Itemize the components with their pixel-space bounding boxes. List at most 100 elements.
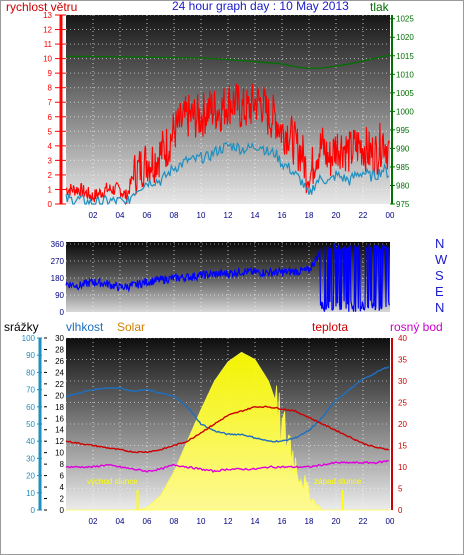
- x-tick-label: 06: [143, 517, 152, 526]
- temperature-tick-label: 25: [398, 399, 407, 408]
- humidity-line: [65, 365, 390, 443]
- rain-tick-label: 10: [26, 489, 35, 498]
- solar-area: [66, 351, 390, 511]
- humidity-axis-label: vlhkost: [66, 320, 104, 334]
- temperature-tick-label: 15: [398, 442, 407, 451]
- rain-tick-label: 0: [31, 506, 36, 515]
- x-tick-label: 02: [89, 517, 98, 526]
- temperature-axis-label: teplota: [312, 320, 348, 334]
- wind-tick-label: 3: [48, 156, 53, 165]
- humidity-tick-label: 0: [60, 506, 65, 515]
- wind-direction-line: [65, 242, 390, 312]
- wind-tick-label: 1: [48, 185, 53, 194]
- sunrise-annotation: východ slunce: [87, 477, 138, 486]
- dewpoint-line: [65, 459, 389, 473]
- x-tick-label: 18: [305, 211, 314, 220]
- x-tick-label: 02: [89, 211, 98, 220]
- rain-tick-label: 40: [26, 437, 35, 446]
- humidity-tick-label: 8: [60, 460, 65, 469]
- rain-tick-label: 20: [26, 472, 35, 481]
- humidity-tick-label: 10: [55, 449, 64, 458]
- wind-tick-label: 8: [48, 84, 53, 93]
- compass-label: S: [435, 268, 444, 283]
- wind-tick-label: 13: [43, 11, 52, 20]
- x-tick-label: 16: [278, 517, 287, 526]
- pressure-tick-label: 985: [396, 163, 410, 172]
- humidity-tick-label: 16: [55, 414, 64, 423]
- humidity-tick-label: 6: [60, 472, 65, 481]
- humidity-tick-label: 4: [60, 483, 65, 492]
- x-tick-label: 06: [143, 211, 152, 220]
- x-tick-label: 00: [386, 211, 395, 220]
- humidity-tick-label: 2: [60, 495, 65, 504]
- wind-tick-label: 4: [48, 142, 53, 151]
- solar-label: Solar: [117, 320, 145, 334]
- x-tick-label: 16: [278, 211, 287, 220]
- compass-label: N: [435, 236, 444, 251]
- humidity-tick-label: 26: [55, 357, 64, 366]
- pressure-axis-label: tlak: [370, 0, 390, 14]
- x-tick-label: 08: [170, 517, 179, 526]
- sunset-annotation: západ slunce: [314, 477, 362, 486]
- temperature-line: [65, 405, 390, 454]
- rain-tick-label: 90: [26, 351, 35, 360]
- x-tick-label: 04: [116, 517, 125, 526]
- x-tick-label: 00: [386, 517, 395, 526]
- rain-tick-label: 50: [26, 420, 35, 429]
- temperature-tick-label: 0: [398, 506, 403, 515]
- wind-speed-line: [65, 83, 390, 204]
- wind-tick-label: 12: [43, 26, 52, 35]
- direction-tick-label: 180: [51, 274, 65, 283]
- x-tick-label: 14: [251, 211, 260, 220]
- direction-tick-label: 0: [60, 308, 65, 317]
- wind-tick-label: 6: [48, 113, 53, 122]
- x-tick-label: 20: [332, 211, 341, 220]
- tick-label-layer: 0202040406060808101012121414161618182020…: [22, 11, 448, 526]
- dewpoint-axis-label: rosný bod: [390, 320, 443, 334]
- x-tick-label: 22: [359, 517, 368, 526]
- x-tick-label: 14: [251, 517, 260, 526]
- temperature-tick-label: 40: [398, 334, 407, 343]
- x-tick-label: 10: [197, 211, 206, 220]
- x-tick-label: 22: [359, 211, 368, 220]
- humidity-tick-label: 24: [55, 368, 64, 377]
- humidity-tick-label: 14: [55, 426, 64, 435]
- wind-tick-label: 11: [44, 40, 53, 49]
- direction-tick-label: 270: [51, 257, 65, 266]
- compass-label: N: [435, 300, 444, 315]
- wind-tick-label: 9: [48, 69, 53, 78]
- temperature-tick-label: 20: [398, 420, 407, 429]
- x-tick-label: 12: [224, 211, 233, 220]
- humidity-tick-label: 30: [55, 334, 64, 343]
- pressure-tick-label: 1015: [396, 52, 414, 61]
- wind-tick-label: 0: [48, 200, 53, 209]
- wind-axis-label: rychlost větru: [6, 0, 77, 14]
- pressure-tick-label: 1010: [396, 70, 414, 79]
- pressure-tick-label: 995: [396, 126, 410, 135]
- wind-tick-label: 7: [48, 98, 53, 107]
- x-tick-label: 18: [305, 517, 314, 526]
- pressure-tick-label: 1020: [396, 33, 414, 42]
- x-tick-label: 20: [332, 517, 341, 526]
- x-tick-label: 08: [170, 211, 179, 220]
- rain-tick-label: 100: [22, 334, 36, 343]
- pressure-tick-label: 975: [396, 200, 410, 209]
- x-tick-label: 10: [197, 517, 206, 526]
- direction-tick-label: 90: [55, 291, 64, 300]
- humidity-tick-label: 28: [55, 345, 64, 354]
- temperature-tick-label: 5: [398, 485, 403, 494]
- temperature-tick-label: 30: [398, 377, 407, 386]
- wind-tick-label: 5: [48, 127, 53, 136]
- wind-tick-label: 10: [43, 55, 52, 64]
- pressure-line: [66, 54, 391, 70]
- pressure-tick-label: 1005: [396, 89, 414, 98]
- temperature-tick-label: 35: [398, 356, 407, 365]
- rain-tick-label: 60: [26, 403, 35, 412]
- wind-tick-label: 2: [48, 171, 53, 180]
- x-tick-label: 12: [224, 517, 233, 526]
- humidity-tick-label: 22: [55, 380, 64, 389]
- rain-tick-label: 80: [26, 368, 35, 377]
- temperature-tick-label: 10: [398, 463, 407, 472]
- pressure-tick-label: 980: [396, 181, 410, 190]
